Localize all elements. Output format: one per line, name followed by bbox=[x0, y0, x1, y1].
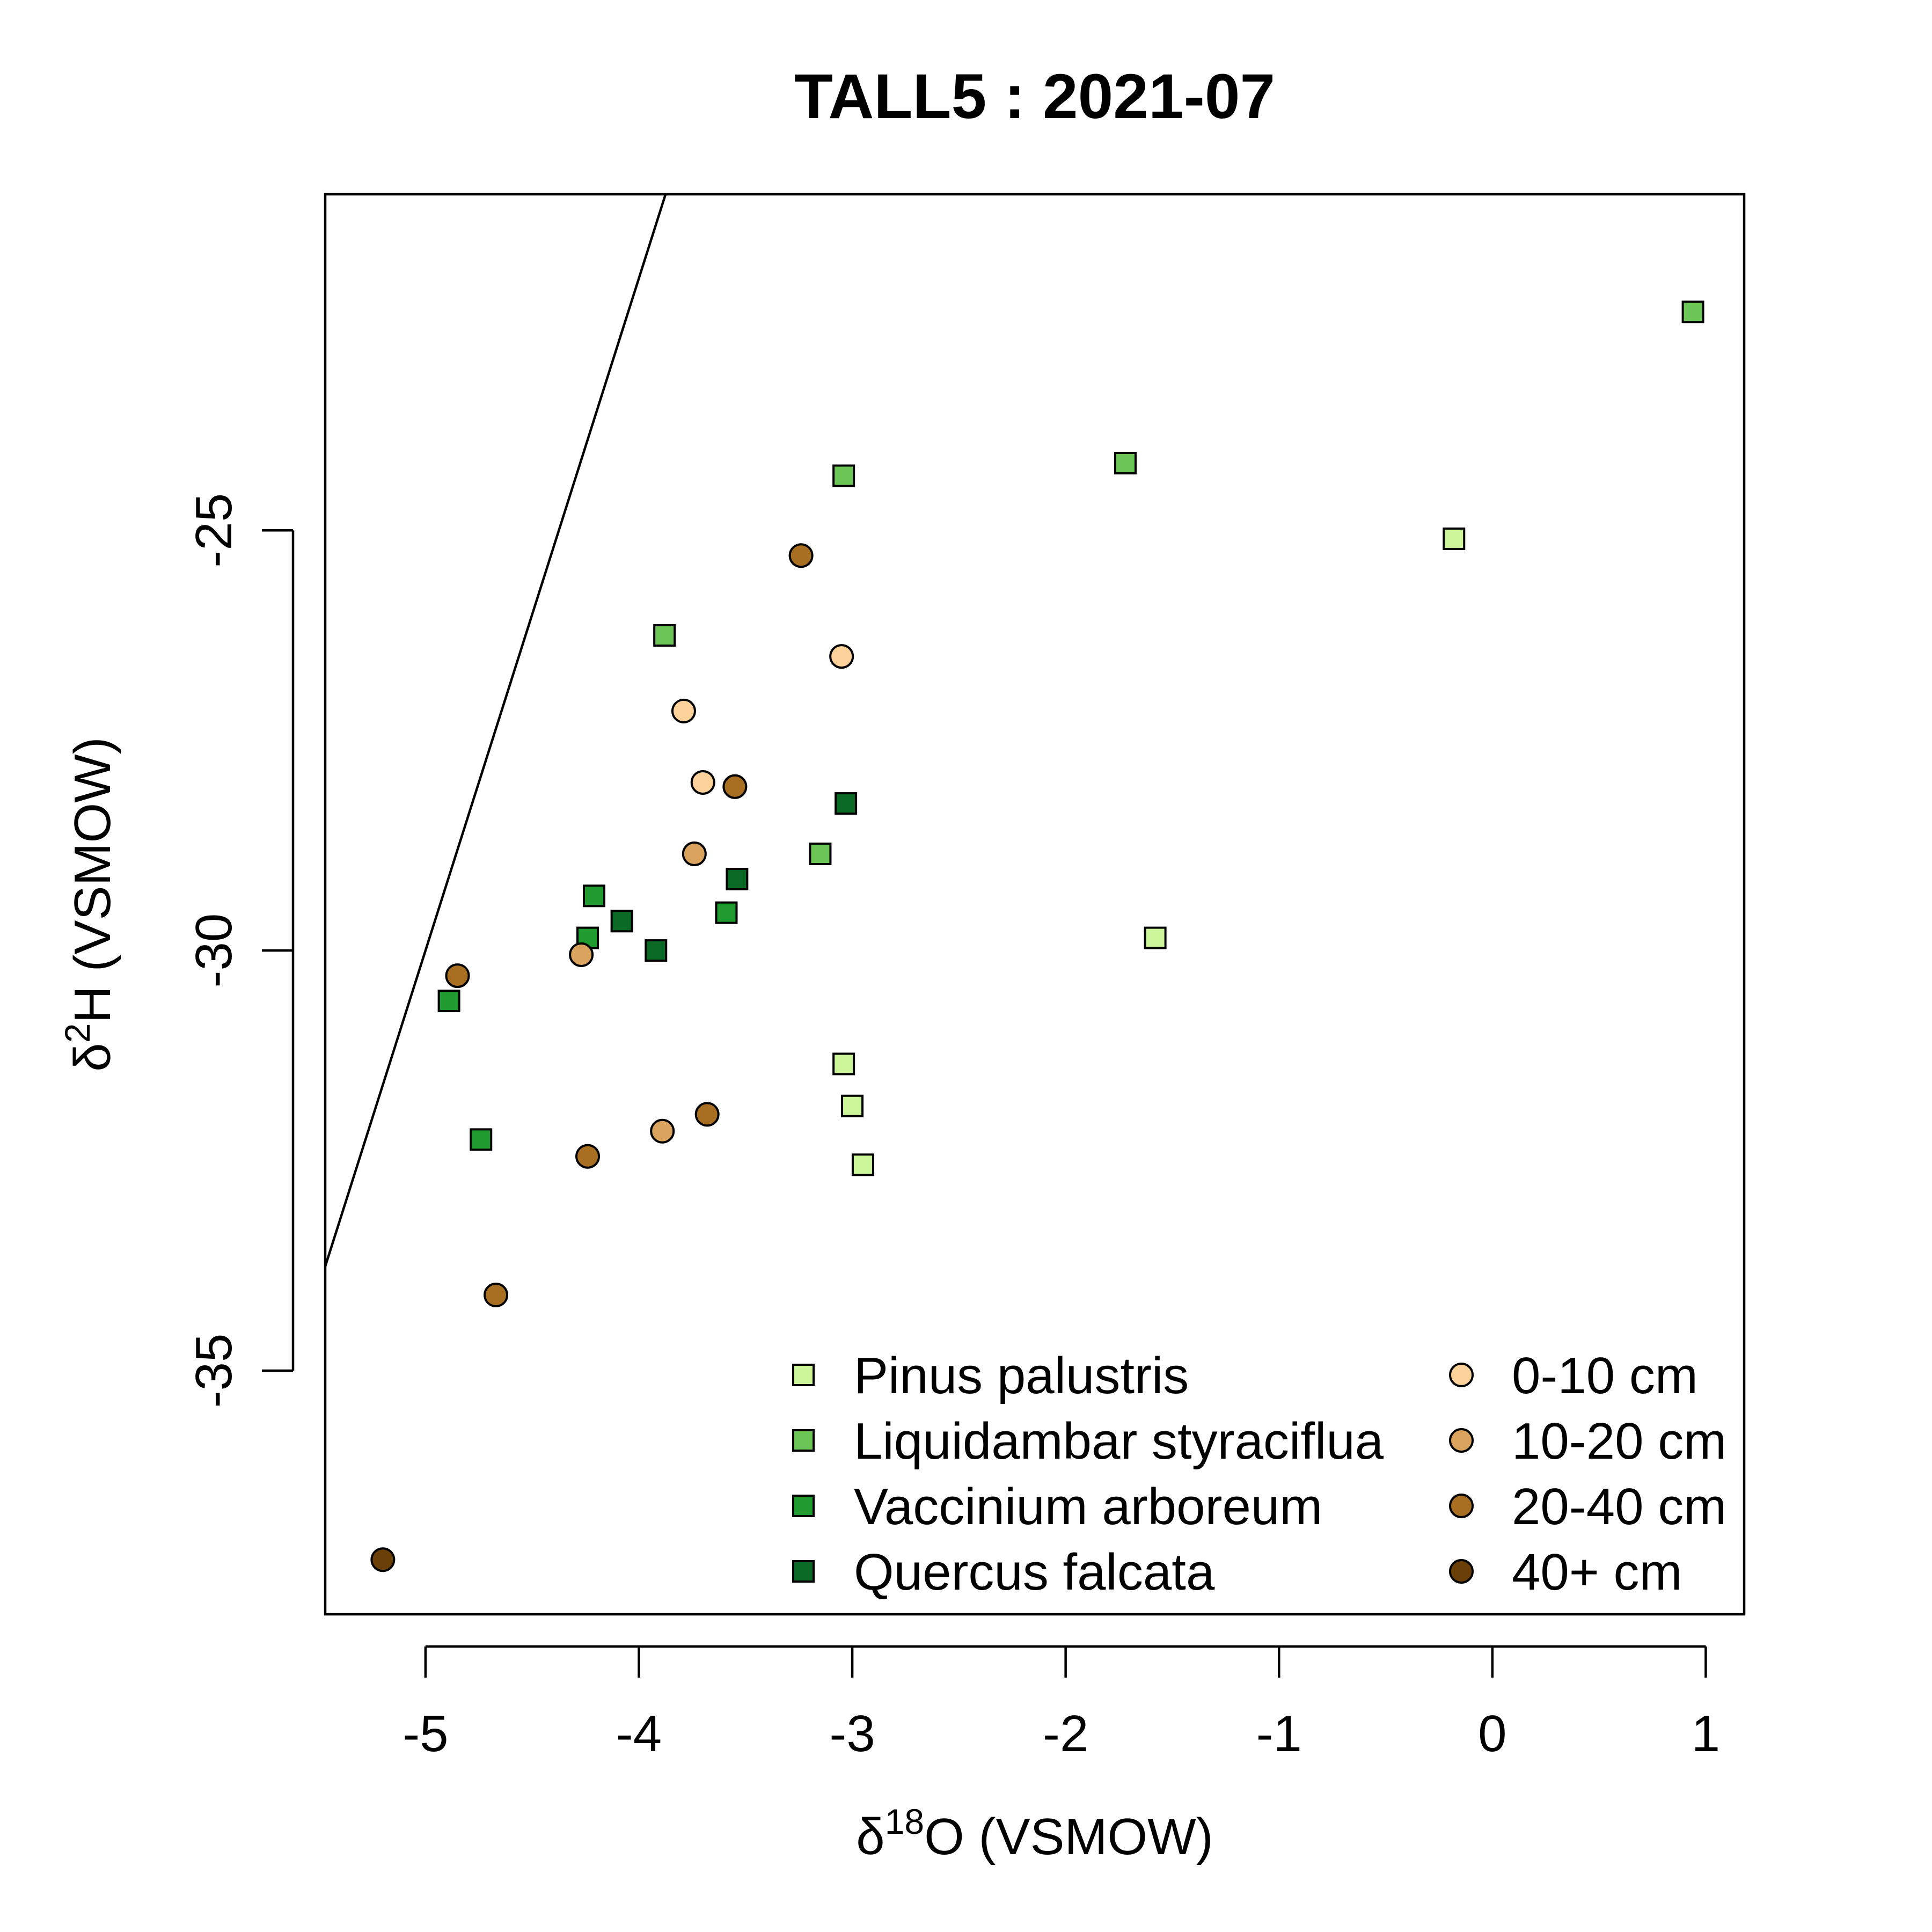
x-tick-label: -3 bbox=[829, 1705, 875, 1762]
legend-label: 40+ cm bbox=[1512, 1543, 1682, 1601]
y-tick-label: -35 bbox=[185, 1334, 243, 1408]
data-point-square bbox=[832, 464, 855, 487]
legend-label: Liquidambar styraciflua bbox=[854, 1413, 1384, 1470]
y-tick-label: -25 bbox=[185, 493, 243, 568]
legend-label: Quercus falcata bbox=[854, 1543, 1215, 1601]
legend-circle-marker bbox=[1449, 1494, 1474, 1518]
reference-line bbox=[325, 194, 667, 1267]
x-axis-label-prefix: δ bbox=[856, 1808, 884, 1865]
data-point-square bbox=[835, 792, 858, 815]
y-axis-label-prefix: δ bbox=[64, 1043, 121, 1071]
y-axis-label: δ2H (VSMOW) bbox=[57, 737, 121, 1071]
x-tick-label: 1 bbox=[1692, 1705, 1720, 1762]
data-point-circle bbox=[694, 1102, 720, 1127]
data-point-circle bbox=[370, 1547, 396, 1572]
legend-label: 0-10 cm bbox=[1512, 1347, 1698, 1404]
data-point-circle bbox=[722, 774, 748, 799]
plot-frame bbox=[324, 193, 1746, 1616]
legend-circle-marker bbox=[1449, 1559, 1474, 1584]
data-point-square bbox=[832, 1052, 855, 1075]
data-point-square bbox=[470, 1128, 493, 1151]
legend-square-marker bbox=[792, 1560, 815, 1583]
y-axis-label-superscript: 2 bbox=[57, 1023, 97, 1043]
data-point-square bbox=[841, 1094, 864, 1117]
x-tick-label: -2 bbox=[1043, 1705, 1088, 1762]
data-point-circle bbox=[484, 1283, 509, 1308]
data-points bbox=[370, 301, 1704, 1572]
x-axis-label: δ18O (VSMOW) bbox=[856, 1802, 1213, 1865]
x-axis-label-superscript: 18 bbox=[885, 1802, 924, 1841]
data-point-circle bbox=[650, 1118, 675, 1144]
data-point-square bbox=[726, 868, 749, 891]
x-axis-label-suffix: O (VSMOW) bbox=[924, 1808, 1213, 1865]
legend-circle-marker bbox=[1449, 1428, 1474, 1453]
reference-line-group bbox=[325, 194, 667, 1267]
y-axis: -25 -30 -35 bbox=[185, 493, 295, 1408]
legend-square-marker bbox=[792, 1429, 815, 1452]
data-point-square bbox=[851, 1153, 874, 1176]
data-point-circle bbox=[788, 543, 814, 568]
data-point-circle bbox=[575, 1144, 601, 1169]
data-point-circle bbox=[829, 644, 854, 669]
data-point-square bbox=[809, 843, 832, 866]
data-point-square bbox=[645, 939, 668, 962]
data-point-square bbox=[1443, 527, 1466, 550]
legend-label: 20-40 cm bbox=[1512, 1478, 1726, 1535]
data-point-square bbox=[653, 624, 676, 647]
x-tick-label: -4 bbox=[616, 1705, 662, 1762]
data-point-square bbox=[437, 990, 460, 1013]
data-point-circle bbox=[690, 770, 715, 795]
x-tick-label: 0 bbox=[1478, 1705, 1506, 1762]
data-point-circle bbox=[569, 942, 594, 967]
legend-label: 10-20 cm bbox=[1512, 1413, 1726, 1470]
data-point-circle bbox=[682, 841, 707, 867]
x-tick-label: -1 bbox=[1256, 1705, 1302, 1762]
data-point-square bbox=[1114, 452, 1137, 475]
data-point-square bbox=[610, 910, 633, 933]
y-tick-label: -30 bbox=[185, 913, 243, 988]
data-point-square bbox=[1681, 301, 1704, 324]
legend-square-marker bbox=[792, 1495, 815, 1517]
data-point-square bbox=[1144, 926, 1167, 949]
data-point-square bbox=[715, 901, 738, 924]
data-point-circle bbox=[671, 698, 696, 723]
legend-square-marker bbox=[792, 1364, 815, 1386]
legend-label: Vaccinium arboreum bbox=[854, 1478, 1322, 1535]
data-point-square bbox=[582, 884, 605, 908]
x-axis: -5 -4 -3 -2 -1 0 1 bbox=[402, 1645, 1720, 1762]
legend-circle-marker bbox=[1449, 1363, 1474, 1387]
data-point-circle bbox=[445, 963, 470, 989]
y-axis-label-suffix: H (VSMOW) bbox=[64, 737, 121, 1023]
chart-title: TALL5 : 2021-07 bbox=[794, 61, 1275, 132]
legend: Pinus palustris Liquidambar styraciflua Va… bbox=[792, 1347, 1726, 1601]
legend-label: Pinus palustris bbox=[854, 1347, 1189, 1404]
x-tick-label: -5 bbox=[402, 1705, 448, 1762]
